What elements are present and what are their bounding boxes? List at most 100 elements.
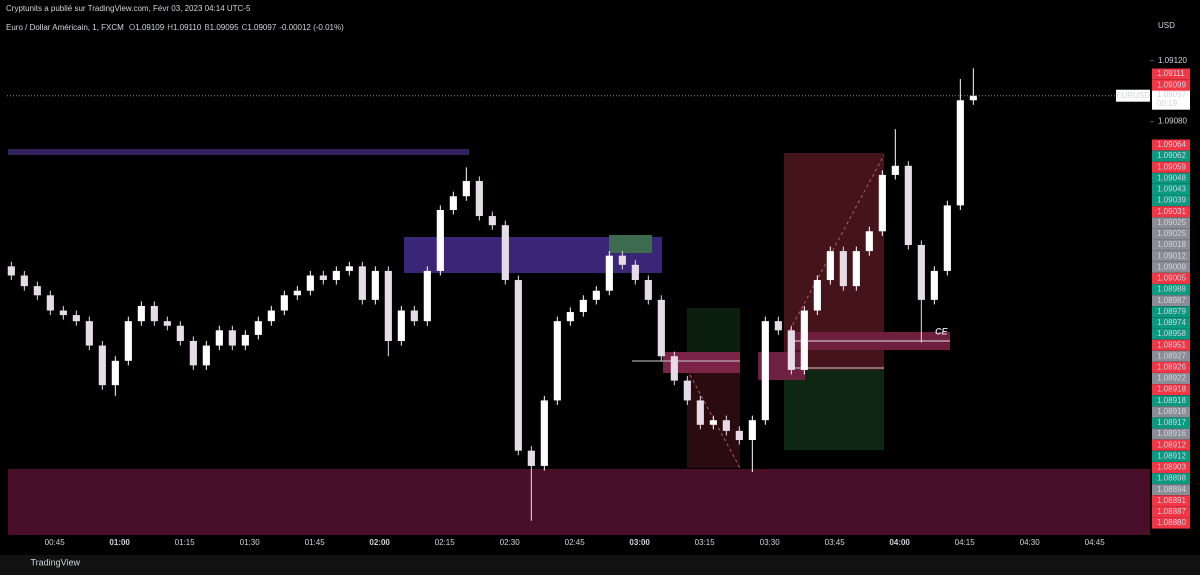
last-price: 1.09097: [1157, 90, 1186, 99]
alert-label: 1.09111: [1157, 69, 1185, 78]
candle-body: [501, 225, 509, 281]
price-label: 1.08903: [1157, 463, 1186, 472]
price-label-box: [1152, 517, 1190, 529]
price-label-box: [1152, 384, 1190, 396]
brand: TradingView: [30, 557, 80, 567]
candle-body: [644, 280, 652, 300]
currency: USD: [1158, 21, 1175, 30]
price-label-box: [1152, 250, 1190, 262]
candle-body: [735, 430, 743, 441]
x-tick-label: 04:30: [1020, 538, 1041, 547]
price-label: 1.08918: [1157, 385, 1186, 394]
candle-body: [930, 270, 938, 300]
annotation: CE: [935, 326, 948, 336]
candle-body: [527, 450, 535, 466]
candle-body: [800, 310, 808, 370]
x-tick-label: 00:45: [45, 538, 66, 547]
zone: [8, 469, 1150, 535]
price-label: 1.09064: [1157, 140, 1186, 149]
change: -0.00012 (-0.01%): [279, 23, 344, 32]
ohlc-value: 1.09095: [209, 23, 239, 32]
price-label-box: [1152, 239, 1190, 251]
countdown: 00:19: [1157, 99, 1178, 108]
candle-body: [98, 345, 106, 386]
zone: [663, 352, 740, 373]
price-label: 1.09025: [1157, 218, 1186, 227]
candle-body: [865, 231, 873, 252]
candle-body: [202, 345, 210, 366]
price-label: 1.09048: [1157, 173, 1186, 182]
symbol-name: Euro / Dollar Américain, 1, FXCM: [6, 23, 124, 32]
candle-body: [553, 321, 561, 401]
candle-body: [839, 251, 847, 287]
candle-body: [306, 275, 314, 291]
price-label-box: [1152, 295, 1190, 307]
price-label-box: [1152, 272, 1190, 284]
symbol-tag: EURUSD: [1116, 91, 1150, 100]
price-label: 1.08979: [1157, 307, 1186, 316]
x-tick-label: 02:00: [369, 538, 390, 547]
candle-body: [657, 299, 665, 357]
candle-body: [488, 216, 496, 226]
candle-body: [904, 165, 912, 246]
candle-body: [111, 360, 119, 386]
candle-body: [696, 400, 704, 425]
candle-body: [267, 310, 275, 322]
candle-body: [514, 280, 522, 451]
x-tick-label: 04:15: [955, 538, 976, 547]
candle-body: [774, 321, 782, 331]
candle-body: [956, 100, 964, 206]
price-label-box: [1152, 228, 1190, 240]
price-label-box: [1152, 406, 1190, 418]
x-tick-label: 02:45: [565, 538, 586, 547]
candle-body: [943, 205, 951, 271]
candle-body: [891, 165, 899, 175]
candle-body: [293, 290, 301, 296]
price-label-box: [1152, 139, 1190, 151]
alert-label: 1.09099: [1157, 80, 1186, 89]
price-label-box: [1152, 206, 1190, 218]
price-label: 1.08927: [1157, 351, 1186, 360]
candle-body: [826, 251, 834, 281]
zone: [8, 149, 469, 155]
candle-body: [410, 310, 418, 322]
price-label: 1.08974: [1157, 318, 1186, 327]
candle-body: [319, 275, 327, 281]
candle-body: [163, 321, 171, 326]
price-label-box: [1152, 172, 1190, 184]
candle-body: [852, 251, 860, 287]
x-tick-label: 03:30: [760, 538, 781, 547]
price-label: 1.09043: [1157, 185, 1186, 194]
price-label: 1.09039: [1157, 196, 1186, 205]
candle-body: [683, 380, 691, 401]
candle-body: [540, 400, 548, 466]
price-label: 1.09062: [1157, 151, 1186, 160]
candle-body: [7, 266, 15, 276]
x-tick-label: 01:00: [109, 538, 130, 547]
price-label: 1.08988: [1157, 285, 1186, 294]
price-label-box: [1152, 461, 1190, 473]
price-label-box: [1152, 484, 1190, 496]
x-tick-label: 02:30: [500, 538, 521, 547]
candle-body: [228, 330, 236, 346]
price-label-box: [1152, 350, 1190, 362]
price-label: 1.08916: [1157, 429, 1186, 438]
price-label-box: [1152, 161, 1190, 173]
price-label: 1.08880: [1157, 518, 1186, 527]
price-label: 1.09025: [1157, 229, 1186, 238]
candle-body: [462, 181, 470, 197]
x-tick-label: 03:15: [695, 538, 716, 547]
candle-body: [917, 245, 925, 300]
price-label-box: [1152, 328, 1190, 340]
candle-body: [709, 420, 717, 425]
x-tick-label: 02:15: [435, 538, 456, 547]
ohlc-value: 1.09109: [135, 23, 165, 32]
price-label-box: [1152, 150, 1190, 162]
price-label-box: [1152, 506, 1190, 518]
candle-body: [280, 295, 288, 311]
price-label-box: [1152, 317, 1190, 329]
ohlc-key: H: [167, 23, 173, 32]
candle-body: [592, 290, 600, 300]
